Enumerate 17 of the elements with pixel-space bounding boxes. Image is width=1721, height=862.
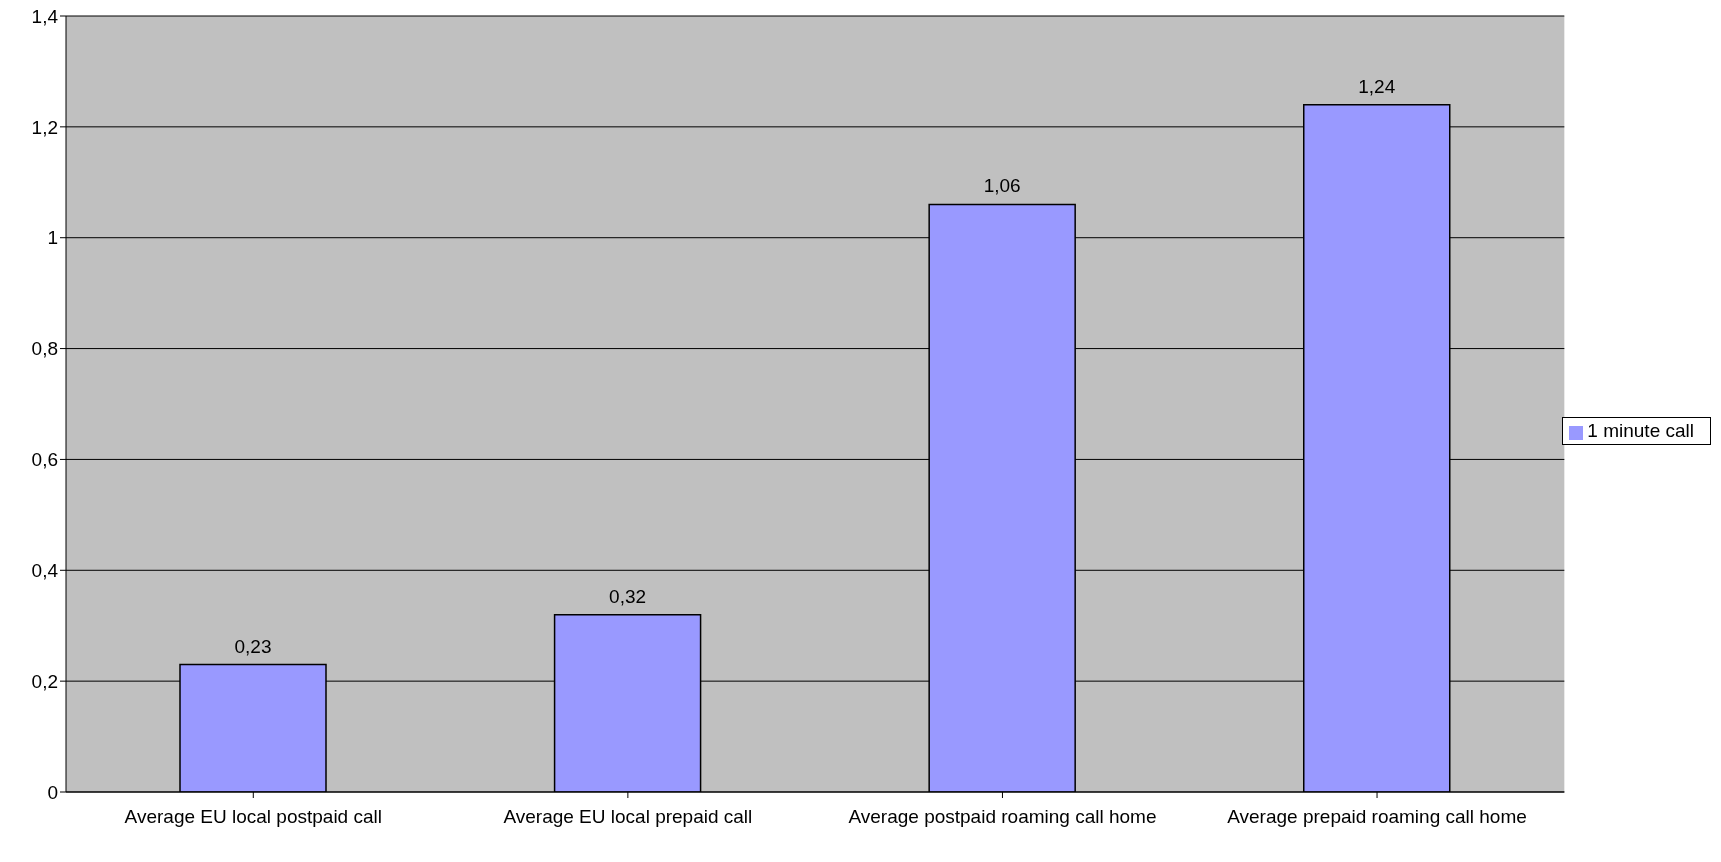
y-tick-label: 0,6 — [31, 449, 58, 471]
legend-label: 1 minute call — [1587, 420, 1694, 441]
x-tick-label: Average prepaid roaming call home — [1227, 806, 1527, 828]
y-tick-label: 0 — [47, 781, 58, 803]
text: 1,06 — [983, 175, 1021, 197]
x-tick-label: Average EU local prepaid call — [503, 806, 753, 828]
y-tick-label: 0,8 — [31, 338, 58, 360]
text: 0,32 — [609, 585, 647, 607]
y-tick-label: 1,2 — [31, 116, 58, 138]
text: 1,24 — [1358, 75, 1396, 97]
y-tick-label: 0,4 — [31, 560, 59, 582]
text: 0,23 — [234, 635, 272, 657]
x-tick-label: Average EU local postpaid call — [124, 806, 382, 828]
y-tick-label: 0,2 — [31, 670, 58, 692]
x-tick-label: Average postpaid roaming call home — [848, 806, 1157, 828]
y-tick-label: 1 — [47, 227, 58, 249]
y-tick-label: 1,4 — [31, 5, 59, 27]
